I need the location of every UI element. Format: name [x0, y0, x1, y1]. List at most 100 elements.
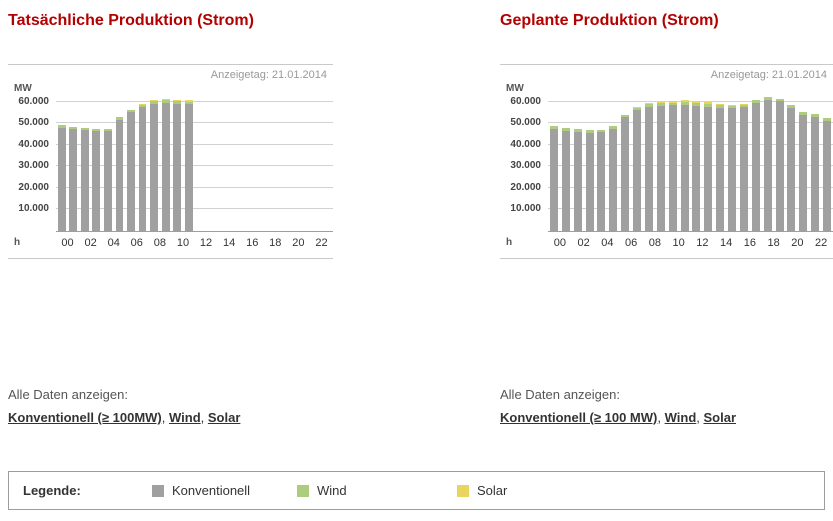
bar-segment-konventionell: [763, 100, 772, 231]
link-separator: ,: [696, 410, 704, 425]
bar-segment-wind: [609, 126, 618, 129]
gridline: [548, 165, 833, 167]
bar-segment-wind: [751, 100, 760, 103]
bar-segment-wind: [80, 127, 89, 131]
bar-segment-konventionell: [704, 106, 713, 231]
x-tick-label: 20: [791, 237, 804, 249]
bar-segment-solar: [704, 102, 713, 104]
bar-segment-solar: [668, 100, 677, 103]
link-wind[interactable]: Wind: [169, 410, 201, 425]
display-day-label: Anzeigetag: 21.01.2014: [710, 69, 827, 81]
bar-segment-solar: [644, 103, 653, 104]
show-all-data-label: Alle Daten anzeigen:: [8, 387, 128, 402]
x-tick-label: 00: [553, 237, 566, 249]
bar-segment-konventionell: [549, 129, 558, 231]
bar-segment-wind: [763, 97, 772, 101]
bar-segment-konventionell: [739, 107, 748, 231]
bar-segment-solar: [184, 100, 193, 102]
plot-area: [548, 91, 833, 232]
bar-segment-konventionell: [69, 129, 78, 231]
link-solar[interactable]: Solar: [207, 410, 241, 425]
y-tick-label: 30.000: [510, 160, 541, 172]
bar-segment-wind: [92, 128, 101, 132]
wind-swatch: [297, 484, 309, 497]
bar-segment-konventionell: [775, 101, 784, 231]
x-tick-label: 02: [577, 237, 590, 249]
bar-segment-wind: [775, 98, 784, 102]
gridline: [548, 100, 833, 102]
show-all-data-label: Alle Daten anzeigen:: [500, 387, 620, 402]
bar-segment-wind: [799, 111, 808, 115]
x-axis-labels: 00 02 04 06 08 10 12 14 16 18 20 22: [548, 232, 833, 252]
bar-segment-konventionell: [173, 103, 182, 231]
x-axis-labels: 00 02 04 06 08 10 12 14 16 18 20 22: [56, 232, 333, 252]
x-tick-label: 16: [246, 237, 259, 249]
y-tick-label: 60.000: [510, 95, 541, 107]
bar-segment-wind: [104, 128, 112, 132]
y-tick-label: 10.000: [18, 203, 49, 215]
link-konventionell[interactable]: Konventionell (≥ 100 MW): [500, 410, 658, 425]
bar-segment-konventionell: [161, 102, 170, 231]
bar-segment-wind: [573, 129, 582, 132]
y-tick-label: 50.000: [510, 117, 541, 129]
solar-swatch: [457, 484, 469, 497]
x-axis-unit: h: [14, 237, 21, 248]
x-tick-label: 08: [648, 237, 661, 249]
actual-production-title: Tatsächliche Produktion (Strom): [8, 12, 254, 29]
bar-segment-konventionell: [92, 131, 101, 231]
bar-segment-wind: [728, 105, 737, 109]
bar-segment-wind: [57, 125, 66, 129]
bar-segment-solar: [150, 100, 159, 101]
gridline: [56, 208, 333, 210]
bar-segment-konventionell: [811, 117, 820, 231]
legend-item-solar: Solar: [457, 483, 507, 498]
link-separator: ,: [657, 410, 665, 425]
legend-title: Legende:: [23, 483, 81, 498]
bar-segment-wind: [561, 128, 570, 131]
x-tick-label: 00: [61, 237, 74, 249]
y-tick-label: 10.000: [510, 203, 541, 215]
link-solar[interactable]: Solar: [703, 410, 737, 425]
bar-segment-konventionell: [692, 105, 701, 231]
bar-segment-solar: [656, 101, 665, 103]
bar-segment-wind: [549, 126, 558, 130]
x-axis: h 00 02 04 06 08 10 12 14 16 18 20 22: [500, 232, 833, 252]
bar-segment-konventionell: [585, 132, 594, 231]
bar-segment-konventionell: [597, 132, 606, 231]
x-tick-label: 12: [696, 237, 709, 249]
y-tick-label: 20.000: [510, 181, 541, 193]
bar-segment-konventionell: [115, 119, 124, 231]
x-tick-label: 16: [743, 237, 756, 249]
bar-segment-wind: [704, 103, 713, 107]
x-tick-label: 22: [815, 237, 828, 249]
bar-segment-konventionell: [150, 103, 159, 231]
x-tick-label: 18: [767, 237, 780, 249]
link-konventionell[interactable]: Konventionell (≥ 100MW): [8, 410, 162, 425]
bar-segment-solar: [692, 100, 701, 103]
bar-segment-wind: [173, 101, 182, 104]
y-axis: MW 10.000 20.000 30.000 40.000 50.000 60.000: [500, 83, 548, 231]
bar-segment-wind: [668, 102, 677, 106]
gridline: [548, 186, 833, 188]
bar-segment-wind: [597, 129, 606, 133]
planned-production-chart: Anzeigetag: 21.01.2014 MW 10.000 20.000 30…: [500, 64, 833, 259]
link-wind[interactable]: Wind: [664, 410, 697, 425]
display-day-label: Anzeigetag: 21.01.2014: [210, 69, 327, 81]
bar-segment-konventionell: [668, 105, 677, 231]
legend-item-label: Wind: [317, 483, 347, 498]
y-tick-label: 30.000: [18, 160, 49, 172]
bar-segment-konventionell: [787, 108, 796, 231]
x-axis: h 00 02 04 06 08 10 12 14 16 18 20 22: [8, 232, 333, 252]
chart-body: MW 10.000 20.000 30.000 40.000 50.000 60.000: [8, 83, 333, 232]
gridline: [56, 165, 333, 167]
link-separator: ,: [161, 410, 169, 425]
bar-segment-solar: [680, 100, 689, 103]
planned-production-title: Geplante Produktion (Strom): [500, 12, 719, 29]
x-tick-label: 18: [269, 237, 282, 249]
bar-segment-konventionell: [57, 128, 66, 231]
bar-segment-konventionell: [621, 117, 630, 231]
x-tick-label: 12: [199, 237, 213, 249]
y-tick-label: 60.000: [18, 95, 49, 107]
x-tick-label: 08: [153, 237, 166, 249]
